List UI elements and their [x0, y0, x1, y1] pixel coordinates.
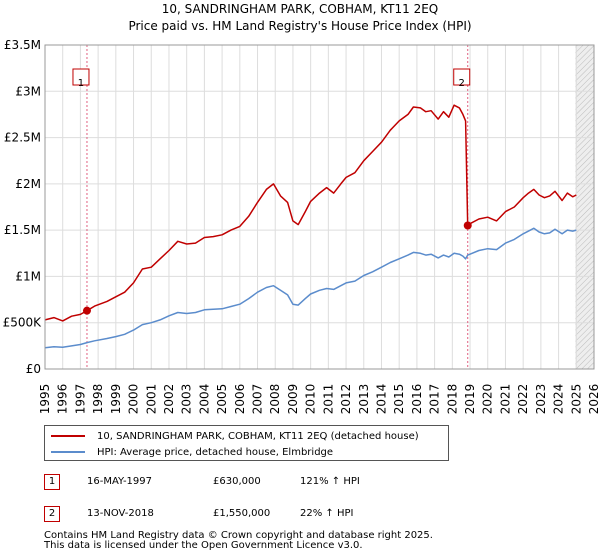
y-tick-label: £1.5M — [4, 223, 41, 237]
x-tick-label: 1995 — [38, 384, 52, 415]
sale-point — [82, 306, 91, 315]
series-line-hpi — [44, 227, 577, 349]
transaction-badge: 1 — [44, 474, 60, 490]
x-tick-label: 2009 — [286, 384, 300, 415]
legend-swatch-property — [51, 435, 85, 437]
transaction-row: 1 16-MAY-1997 £630,000 121% ↑ HPI — [44, 474, 564, 494]
x-tick-label: 2001 — [144, 384, 158, 415]
x-tick-label: 2020 — [481, 384, 495, 415]
y-tick-label: £3.5M — [4, 38, 41, 52]
x-tick-label: 2004 — [197, 384, 211, 415]
y-tick-label: £0 — [26, 362, 41, 376]
x-tick-label: 2005 — [215, 384, 229, 415]
transaction-price: £630,000 — [213, 476, 261, 487]
x-tick-label: 2012 — [339, 384, 353, 415]
x-tick-label: 1998 — [91, 384, 105, 415]
transaction-row: 2 13-NOV-2018 £1,550,000 22% ↑ HPI — [44, 506, 564, 526]
x-tick-label: 2010 — [304, 384, 318, 415]
y-tick-label: £2M — [15, 177, 41, 191]
x-tick-label: 1997 — [73, 384, 87, 415]
series-line-property — [44, 104, 577, 322]
annotation-badge-label: 2 — [459, 78, 465, 89]
annotation-badge-label: 1 — [78, 78, 84, 89]
chart-title: 10, SANDRINGHAM PARK, COBHAM, KT11 2EQ — [162, 2, 439, 16]
x-tick-label: 2000 — [127, 384, 141, 415]
attribution-footer: Contains HM Land Registry data © Crown c… — [44, 531, 433, 551]
legend-label-hpi: HPI: Average price, detached house, Elmb… — [97, 446, 334, 458]
x-tick-label: 2013 — [357, 384, 371, 415]
transaction-hpi: 121% ↑ HPI — [300, 476, 360, 487]
plot-area — [45, 45, 594, 369]
y-tick-label: £500K — [3, 316, 43, 330]
x-tick-label: 2015 — [392, 384, 406, 415]
sale-point — [463, 221, 472, 230]
legend-swatch-hpi — [51, 451, 85, 453]
forecast-hatch — [575, 45, 594, 369]
x-tick-label: 2011 — [321, 384, 335, 415]
transaction-hpi: 22% ↑ HPI — [300, 508, 354, 519]
transaction-price: £1,550,000 — [213, 508, 271, 519]
x-tick-label: 2017 — [428, 384, 442, 415]
y-tick-label: £1M — [15, 269, 41, 283]
x-tick-label: 2002 — [162, 384, 176, 415]
x-tick-label: 2019 — [463, 384, 477, 415]
x-tick-label: 2003 — [180, 384, 194, 415]
x-tick-label: 2024 — [552, 384, 566, 415]
x-tick-label: 2008 — [268, 384, 282, 415]
attribution-line-1: Contains HM Land Registry data © Crown c… — [44, 530, 433, 541]
x-tick-label: 2018 — [445, 384, 459, 415]
y-tick-label: £3M — [15, 84, 41, 98]
chart-legend: 10, SANDRINGHAM PARK, COBHAM, KT11 2EQ (… — [44, 425, 449, 461]
x-tick-label: 1996 — [56, 384, 70, 415]
price-chart: 10, SANDRINGHAM PARK, COBHAM, KT11 2EQ P… — [3, 2, 600, 415]
x-tick-label: 2025 — [569, 384, 583, 415]
plot-border — [44, 44, 595, 370]
legend-label-property: 10, SANDRINGHAM PARK, COBHAM, KT11 2EQ (… — [97, 430, 419, 442]
annotation-badge — [453, 68, 471, 86]
x-tick-label: 2007 — [251, 384, 265, 415]
x-tick-label: 2021 — [498, 384, 512, 415]
x-tick-label: 2023 — [534, 384, 548, 415]
transaction-date: 16-MAY-1997 — [87, 476, 153, 487]
x-tick-label: 2026 — [587, 384, 600, 415]
legend-item-property: 10, SANDRINGHAM PARK, COBHAM, KT11 2EQ (… — [51, 428, 419, 444]
chart-subtitle: Price paid vs. HM Land Registry's House … — [128, 19, 471, 33]
x-tick-label: 2014 — [374, 384, 388, 415]
x-tick-label: 2016 — [410, 384, 424, 415]
attribution-line-2: This data is licensed under the Open Gov… — [44, 540, 363, 551]
x-tick-label: 1999 — [109, 384, 123, 415]
legend-item-hpi: HPI: Average price, detached house, Elmb… — [51, 444, 333, 460]
y-tick-label: £2.5M — [4, 131, 41, 145]
x-tick-label: 2022 — [516, 384, 530, 415]
x-tick-label: 2006 — [233, 384, 247, 415]
transaction-badge: 2 — [44, 506, 60, 522]
annotation-badge — [72, 68, 90, 86]
transaction-date: 13-NOV-2018 — [87, 508, 154, 519]
